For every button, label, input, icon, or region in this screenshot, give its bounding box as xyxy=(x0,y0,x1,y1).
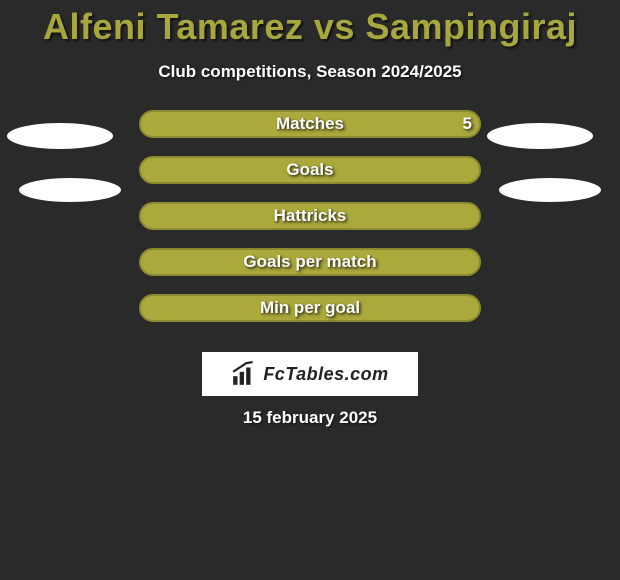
stat-bar: Matches xyxy=(139,110,481,138)
stat-row-matches: 5 Matches 5 xyxy=(0,110,620,156)
stat-bar: Hattricks xyxy=(139,202,481,230)
stat-label: Goals xyxy=(286,160,333,180)
bar-chart-icon xyxy=(231,361,257,387)
date-label: 15 february 2025 xyxy=(0,408,620,428)
stat-label: Goals per match xyxy=(243,252,376,272)
stat-bar: Goals per match xyxy=(139,248,481,276)
stat-row-min-per-goal: Min per goal xyxy=(0,294,620,340)
logo-text: FcTables.com xyxy=(263,364,388,385)
subtitle: Club competitions, Season 2024/2025 xyxy=(0,62,620,82)
stat-label: Min per goal xyxy=(260,298,360,318)
stat-bar: Goals xyxy=(139,156,481,184)
stat-bar: Min per goal xyxy=(139,294,481,322)
infographic-root: Alfeni Tamarez vs Sampingiraj Club compe… xyxy=(0,0,620,580)
stat-row-goals: 0 Goals xyxy=(0,156,620,202)
stat-label: Hattricks xyxy=(274,206,347,226)
stat-rows: 5 Matches 5 0 Goals 0 Hattricks Goals pe… xyxy=(0,110,620,340)
page-title: Alfeni Tamarez vs Sampingiraj xyxy=(0,0,620,48)
stat-right-value: 5 xyxy=(463,110,472,138)
logo-box: FcTables.com xyxy=(202,352,418,396)
stat-label: Matches xyxy=(276,114,344,134)
stat-row-goals-per-match: Goals per match xyxy=(0,248,620,294)
stat-row-hattricks: 0 Hattricks xyxy=(0,202,620,248)
